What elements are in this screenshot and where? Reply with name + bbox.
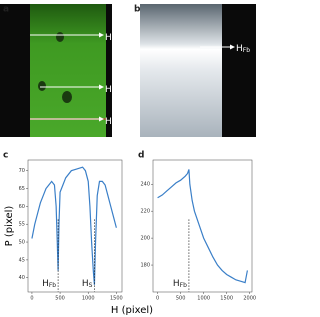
annotation-sub: Fb xyxy=(49,282,56,289)
photo-b-dark xyxy=(222,4,256,137)
y-tick-label: 60 xyxy=(19,204,25,210)
y-tick-label: 220 xyxy=(140,209,150,215)
annotation: HFb xyxy=(236,44,250,54)
y-tick-label: 55 xyxy=(19,222,25,228)
x-axis-label: H (pixel) xyxy=(111,305,153,316)
annotation-main: H xyxy=(236,44,243,54)
y-tick-label: 240 xyxy=(140,182,150,188)
y-tick-label: 200 xyxy=(140,236,150,242)
x-tick-label: 1500 xyxy=(220,296,233,302)
annotation-main: H xyxy=(82,279,89,289)
annotation-main: H xyxy=(173,279,180,289)
data-line xyxy=(31,166,117,285)
x-tick-label: 1000 xyxy=(197,296,210,302)
y-axis-label: P (pixel) xyxy=(4,206,15,247)
spot xyxy=(56,32,64,42)
annotation-sub: L xyxy=(112,120,116,127)
x-tick-label: 1000 xyxy=(82,296,95,302)
panel-label: c xyxy=(3,151,8,161)
axes-frame xyxy=(152,159,253,293)
annotation-main: H xyxy=(105,117,112,127)
y-tick-label: 180 xyxy=(140,263,150,269)
annotation: HFb xyxy=(42,279,56,289)
x-tick-label: 500 xyxy=(55,296,65,302)
annotation: HL xyxy=(105,117,116,127)
annotation-sub: S xyxy=(89,282,93,289)
spot xyxy=(38,81,46,91)
annotation-main: H xyxy=(105,33,112,43)
panel-label: b xyxy=(134,5,141,15)
y-tick-label: 65 xyxy=(19,186,25,192)
annotation-sub: Fa xyxy=(112,36,119,43)
annotation-sub: Fb xyxy=(243,47,250,54)
annotation: HS xyxy=(105,85,116,95)
annotation: HFa xyxy=(105,33,119,43)
annotation-sub: Fb xyxy=(180,282,187,289)
spot xyxy=(62,91,72,103)
x-tick-label: 0 xyxy=(156,296,159,302)
annotation-sub: S xyxy=(112,88,116,95)
panel-label: d xyxy=(138,151,144,161)
data-line xyxy=(157,169,248,284)
y-tick-label: 45 xyxy=(19,257,25,263)
axes-frame xyxy=(27,159,123,293)
x-tick-label: 1500 xyxy=(110,296,123,302)
y-tick-label: 70 xyxy=(19,168,25,174)
x-tick-label: 2000 xyxy=(243,296,256,302)
annotation-main: H xyxy=(42,279,49,289)
y-tick-label: 50 xyxy=(19,240,25,246)
y-tick-label: 40 xyxy=(19,275,25,281)
panel-label: a xyxy=(3,5,9,15)
photo-a xyxy=(30,4,106,137)
x-tick-label: 0 xyxy=(30,296,33,302)
x-tick-label: 500 xyxy=(176,296,186,302)
annotation-main: H xyxy=(105,85,112,95)
annotation: HFb xyxy=(173,279,187,289)
annotation: HS xyxy=(82,279,93,289)
